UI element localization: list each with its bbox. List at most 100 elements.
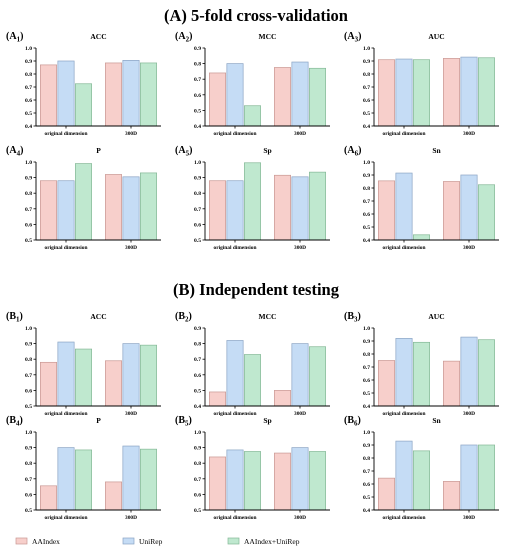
x-tick-label: original dimension [45, 411, 88, 417]
metric-title: Sp [263, 416, 271, 425]
bar-aaindex-unirep-300d [478, 57, 496, 127]
bar-aaindex-unirep-300d [309, 67, 327, 127]
panel-label: (A5) [175, 145, 192, 158]
y-tick-label: 1.0 [25, 46, 32, 52]
legend-swatch [15, 537, 28, 545]
bar-unirep-300d [122, 176, 140, 241]
y-tick-label: 0.4 [194, 404, 201, 410]
y-tick-label: 0.8 [363, 186, 370, 192]
x-tick-label: 300D [294, 411, 306, 417]
bar-unirep-original [395, 172, 413, 241]
panel-label: (B4) [6, 415, 23, 428]
bar-unirep-300d [291, 176, 309, 241]
panel-sub: 1 [16, 316, 20, 324]
panel-a2: (A2) MCC 0.4 0.5 0.6 0.7 0.8 0.9 original dimens… [175, 31, 330, 137]
bar-unirep-300d [460, 56, 478, 127]
bar-aaindex-unirep-300d [309, 346, 327, 407]
x-tick-label: original dimension [45, 515, 88, 521]
panel-letter: A [347, 145, 355, 156]
x-tick-label: 300D [463, 131, 475, 137]
y-tick-label: 0.8 [363, 456, 370, 462]
x-tick-label: 300D [294, 131, 306, 137]
panel-label: (A3) [344, 31, 361, 44]
bar-unirep-original [57, 180, 75, 241]
panel-letter: A [178, 31, 186, 42]
panel-label: (A1) [6, 31, 23, 44]
panel-sub: 5 [186, 150, 190, 158]
panel-b4: (B4) P 0.5 0.6 0.7 0.8 0.9 1.0 original dimensio… [6, 415, 161, 521]
x-tick-label: original dimension [383, 131, 426, 137]
y-tick-label: 0.6 [25, 388, 32, 394]
y-tick-label: 0.6 [194, 492, 201, 498]
bar-aaindex-unirep-original [74, 83, 92, 127]
bar-unirep-original [57, 60, 75, 127]
y-tick-label: 0.4 [194, 124, 201, 130]
legend-entry-unirep: UniRep [122, 537, 163, 546]
legend: AAIndex UniRep AAIndex+UniRep [15, 537, 300, 546]
panel-sub: 1 [17, 36, 21, 44]
y-tick-label: 0.6 [363, 482, 370, 488]
y-tick-label: 0.4 [25, 124, 32, 130]
y-tick-label: 1.0 [25, 160, 32, 166]
legend-swatch [122, 537, 135, 545]
y-tick-label: 1.0 [363, 430, 370, 436]
panel-b6: (B6) Sn 0.4 0.5 0.6 0.7 0.8 0.9 1.0 original dime… [344, 415, 499, 521]
y-tick-label: 0.8 [363, 72, 370, 78]
panel-label: (B5) [175, 415, 192, 428]
bar-aaindex-unirep-original [74, 449, 92, 511]
panel-letter: B [9, 311, 16, 322]
metric-title: ACC [90, 312, 106, 321]
bar-unirep-original [395, 58, 413, 127]
y-tick-label: 1.0 [194, 430, 201, 436]
bar-aaindex-300d [104, 481, 122, 511]
y-tick-label: 0.5 [194, 388, 201, 394]
panel-label: (A4) [6, 145, 23, 158]
y-tick-label: 0.9 [363, 173, 370, 179]
bar-unirep-300d [122, 59, 140, 127]
y-tick-label: 0.7 [363, 469, 370, 475]
y-tick-label: 0.4 [363, 238, 370, 244]
panel-sub: 6 [355, 150, 359, 158]
y-tick-label: 0.7 [194, 477, 201, 483]
panel-a6: (A6) Sn 0.4 0.5 0.6 0.7 0.8 0.9 1.0 original dime… [344, 145, 499, 251]
panel-sub: 4 [17, 150, 21, 158]
bar-aaindex-original [378, 477, 396, 511]
x-tick-label: original dimension [214, 131, 257, 137]
y-tick-label: 0.9 [194, 326, 201, 332]
bar-aaindex-300d [443, 58, 461, 127]
bar-aaindex-unirep-300d [309, 171, 327, 241]
y-tick-label: 0.8 [363, 352, 370, 358]
panel-sub: 4 [16, 420, 20, 428]
panel-letter: B [178, 415, 185, 426]
bar-aaindex-unirep-300d [140, 448, 158, 511]
bar-aaindex-unirep-original [74, 348, 92, 407]
y-tick-label: 1.0 [363, 160, 370, 166]
legend-label: UniRep [139, 537, 163, 546]
bar-aaindex-300d [274, 174, 292, 241]
y-tick-label: 0.4 [363, 404, 370, 410]
panel-label: (B2) [175, 311, 192, 324]
bar-unirep-original [57, 447, 75, 511]
metric-title: MCC [259, 32, 277, 41]
y-tick-label: 0.5 [363, 111, 370, 117]
section-title-b: (B) Independent testing [173, 280, 340, 299]
panel-a3: (A3) AUC 0.4 0.5 0.6 0.7 0.8 0.9 1.0 original dim… [344, 31, 499, 137]
y-tick-label: 0.5 [25, 238, 32, 244]
bar-aaindex-unirep-300d [309, 451, 327, 511]
bar-unirep-original [226, 340, 244, 407]
x-tick-label: 300D [294, 245, 306, 251]
x-tick-label: 300D [125, 131, 137, 137]
y-tick-label: 0.7 [194, 207, 201, 213]
y-tick-label: 1.0 [25, 430, 32, 436]
x-tick-label: 300D [463, 515, 475, 521]
panel-label: (B6) [344, 415, 361, 428]
y-tick-label: 0.9 [363, 443, 370, 449]
y-tick-label: 0.5 [194, 508, 201, 514]
bar-aaindex-unirep-original [74, 163, 92, 241]
bar-aaindex-unirep-original [413, 234, 431, 241]
panel-a1: (A1) ACC 0.4 0.5 0.6 0.7 0.8 0.9 1.0 original dim… [6, 31, 161, 137]
y-tick-label: 0.9 [194, 176, 201, 182]
bar-unirep-300d [122, 343, 140, 407]
x-tick-label: original dimension [383, 245, 426, 251]
y-tick-label: 0.6 [194, 373, 201, 379]
